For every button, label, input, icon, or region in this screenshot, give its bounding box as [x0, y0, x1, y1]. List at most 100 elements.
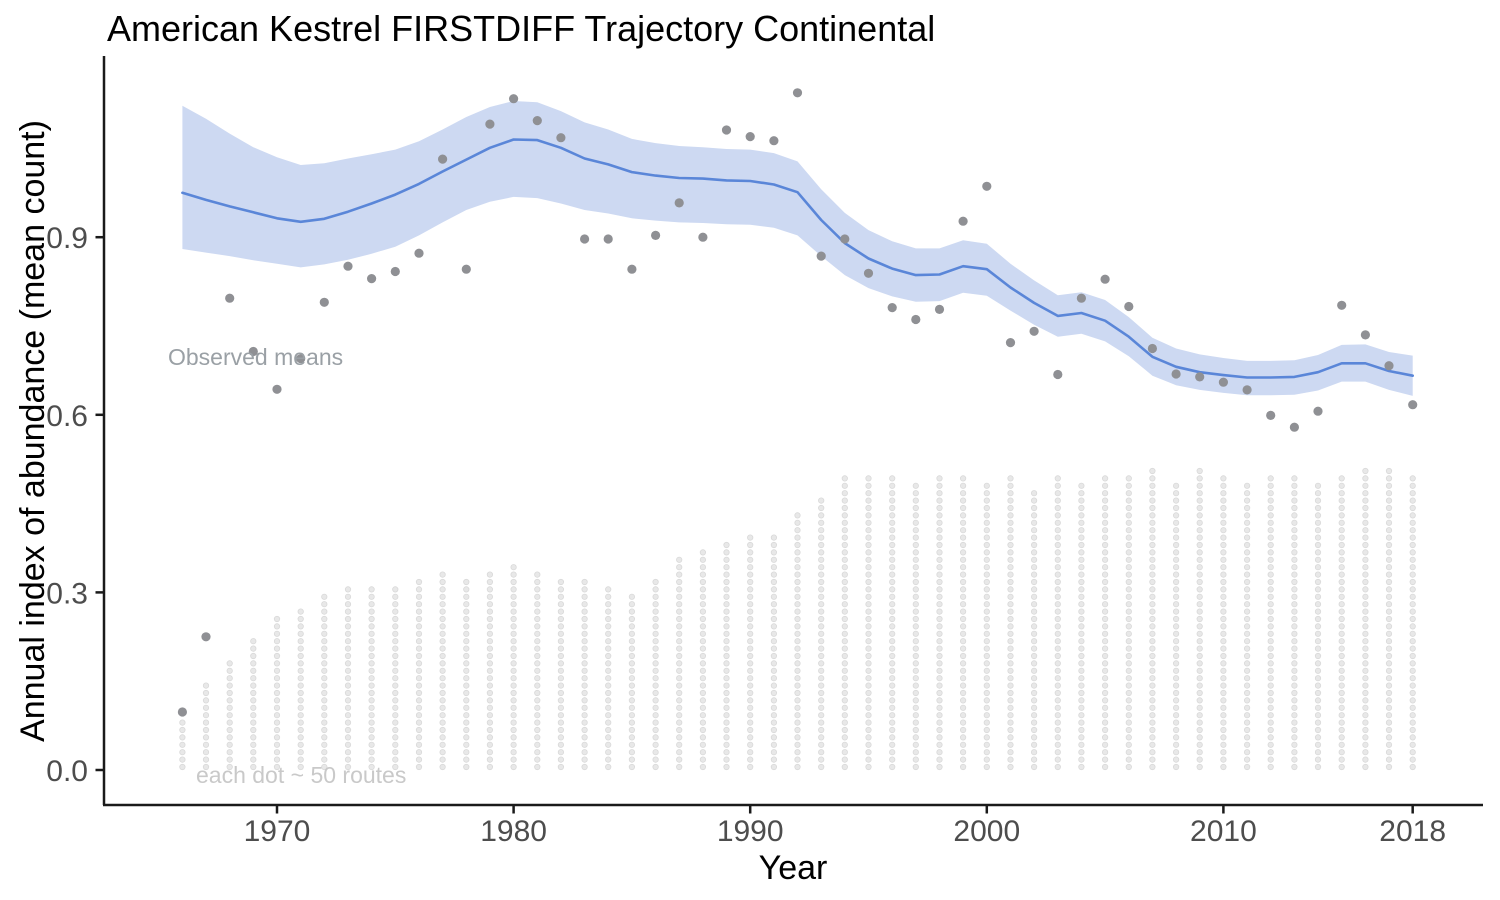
route-count-dot — [770, 689, 778, 697]
route-count-dot — [1362, 623, 1369, 630]
route-count-dot — [889, 519, 896, 526]
route-count-dot — [344, 689, 352, 697]
route-count-dot — [770, 667, 778, 674]
route-count-dot — [1267, 749, 1274, 756]
observed-mean-point — [651, 230, 661, 240]
route-count-dot — [1125, 763, 1132, 771]
route-count-dot — [841, 689, 848, 697]
route-count-dot — [1054, 490, 1061, 497]
route-count-dot — [344, 675, 352, 682]
route-count-dot — [439, 682, 446, 689]
route-count-dot — [344, 638, 352, 645]
route-count-dot — [1149, 608, 1156, 615]
route-count-dot — [1362, 689, 1369, 697]
route-count-dot — [865, 697, 872, 704]
route-count-dot — [723, 652, 730, 660]
route-count-dot — [1362, 667, 1369, 674]
route-count-dot — [1173, 490, 1180, 497]
route-count-dot — [321, 652, 328, 660]
route-count-dot — [486, 749, 493, 756]
route-count-dot — [912, 571, 919, 578]
route-count-dot — [1149, 549, 1156, 556]
route-count-dot — [983, 578, 990, 586]
route-count-dot — [1031, 549, 1038, 556]
route-count-dot — [1078, 675, 1085, 682]
route-count-dot — [557, 586, 565, 593]
route-count-dot — [486, 593, 493, 600]
route-count-dot — [392, 741, 399, 748]
route-count-dot — [983, 504, 990, 512]
route-count-dot — [534, 638, 541, 645]
route-count-dot — [818, 593, 825, 600]
route-count-dot — [936, 704, 943, 711]
route-count-dot — [297, 689, 304, 697]
route-count-dot — [959, 719, 967, 726]
route-count-dot — [321, 615, 328, 623]
route-count-dot — [1078, 615, 1085, 623]
observed-mean-point — [1384, 361, 1394, 371]
route-count-dot — [368, 667, 375, 674]
route-count-dot — [1244, 763, 1251, 771]
route-count-dot — [1220, 763, 1227, 771]
route-count-dot — [1196, 689, 1203, 697]
route-count-dot — [581, 667, 588, 674]
route-count-dot — [510, 564, 517, 571]
route-count-dot — [415, 660, 423, 667]
route-count-dot — [1078, 541, 1085, 549]
observed-mean-point — [580, 234, 590, 244]
route-count-dot — [699, 638, 707, 645]
route-count-dot — [1078, 556, 1085, 563]
route-count-dot — [959, 630, 967, 637]
route-count-dot — [1149, 527, 1156, 534]
route-count-dot — [1267, 630, 1274, 637]
route-count-dot — [1291, 504, 1298, 512]
route-count-dot — [841, 667, 848, 674]
route-count-dot — [344, 734, 352, 741]
route-count-dot — [652, 675, 659, 682]
route-count-dot — [1031, 667, 1038, 674]
route-count-dot — [1314, 638, 1322, 645]
route-count-dot — [1078, 549, 1085, 556]
route-count-dot — [1054, 519, 1061, 526]
route-count-dot — [983, 601, 990, 608]
route-count-dot — [1196, 504, 1203, 512]
route-count-dot — [581, 593, 588, 600]
route-count-dot — [1291, 608, 1298, 615]
route-count-dot — [1078, 756, 1085, 763]
route-count-dot — [1338, 630, 1345, 637]
observed-mean-point — [1218, 377, 1228, 387]
route-count-dot — [699, 645, 707, 652]
route-count-dot — [841, 593, 848, 600]
route-count-dot — [463, 734, 470, 741]
route-count-dot — [1078, 652, 1085, 660]
route-count-dot — [841, 638, 848, 645]
route-count-dot — [1291, 615, 1298, 623]
route-count-dot — [983, 608, 990, 615]
route-count-dot — [1031, 556, 1038, 563]
route-count-dot — [1149, 534, 1156, 541]
route-count-dot — [818, 763, 825, 771]
route-count-dot — [889, 645, 896, 652]
route-count-dot — [1031, 660, 1038, 667]
route-count-dot — [652, 741, 659, 748]
route-count-dot — [912, 630, 919, 637]
route-count-dot — [1385, 704, 1393, 711]
route-count-dot — [628, 756, 636, 763]
route-count-dot — [699, 756, 707, 763]
route-count-dot — [983, 712, 990, 719]
observed-mean-point — [1195, 372, 1205, 382]
route-count-dot — [723, 564, 730, 571]
route-count-dot — [1291, 689, 1298, 697]
route-count-dot — [344, 660, 352, 667]
route-count-dot — [1409, 519, 1416, 526]
route-count-dot — [463, 726, 470, 734]
route-count-dot — [699, 564, 707, 571]
x-tick-label: 2000 — [953, 815, 1020, 848]
observed-mean-point — [911, 314, 921, 325]
route-count-dot — [510, 608, 517, 615]
route-count-dot — [1385, 630, 1393, 637]
route-count-dot — [368, 638, 375, 645]
route-count-dot — [912, 564, 919, 571]
route-count-dot — [1173, 660, 1180, 667]
route-count-dot — [841, 527, 848, 534]
